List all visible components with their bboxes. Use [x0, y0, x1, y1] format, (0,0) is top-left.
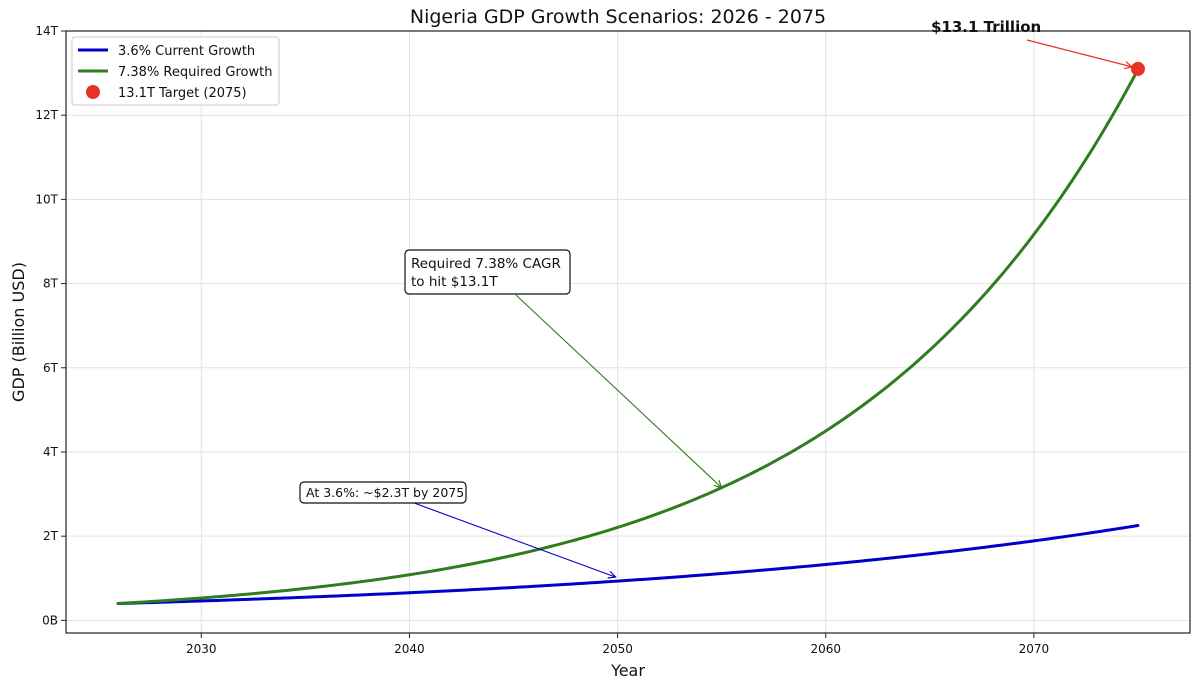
- annotation-current-arrow: [413, 502, 616, 577]
- legend-box: [71, 36, 280, 106]
- annotation-target-arrow: [1026, 39, 1132, 67]
- annotation-cagr-box: [404, 249, 571, 295]
- legend: 3.6% Current Growth 7.38% Required Growth…: [71, 36, 280, 106]
- target-point-marker: [1130, 61, 1145, 76]
- legend-label-current-growth: 3.6% Current Growth: [118, 44, 255, 59]
- chart-title: Nigeria GDP Growth Scenarios: 2026 - 207…: [410, 6, 826, 28]
- x-axis-label: Year: [610, 661, 645, 680]
- annotation-target-label: $13.1 Trillion: [931, 18, 1041, 36]
- x-tick-label: 2070: [1019, 642, 1050, 656]
- legend-label-required-growth: 7.38% Required Growth: [118, 65, 272, 80]
- legend-label-target: 13.1T Target (2075): [118, 86, 247, 101]
- y-tick-label: 12T: [35, 108, 58, 122]
- series-line-required-growth: [116, 68, 1140, 606]
- y-tick-label: 2T: [43, 529, 59, 543]
- x-tick-label: 2050: [602, 642, 633, 656]
- x-tick-label: 2030: [186, 642, 217, 656]
- annotation-cagr-line-1: Required 7.38% CAGR: [411, 256, 561, 272]
- y-axis-label: GDP (Billion USD): [9, 262, 28, 402]
- x-tick-label: 2040: [394, 642, 425, 656]
- annotation-cagr-line-2: to hit $13.1T: [411, 274, 498, 290]
- y-tick-label: 10T: [35, 192, 58, 206]
- y-tick-label: 4T: [43, 445, 59, 459]
- x-tick-label: 2060: [810, 642, 841, 656]
- legend-swatch-target: [86, 85, 100, 99]
- series-line-current-growth: [116, 524, 1140, 606]
- annotation-current-text: At 3.6%: ~$2.3T by 2075: [306, 485, 464, 500]
- y-tick-label: 0B: [42, 613, 58, 627]
- y-tick-label: 8T: [43, 277, 59, 291]
- annotation-cagr-arrow: [515, 294, 722, 488]
- y-tick-label: 14T: [35, 24, 58, 38]
- y-tick-label: 6T: [43, 361, 59, 375]
- plot-frame: [65, 30, 1191, 634]
- annotation-current-box: [299, 481, 467, 504]
